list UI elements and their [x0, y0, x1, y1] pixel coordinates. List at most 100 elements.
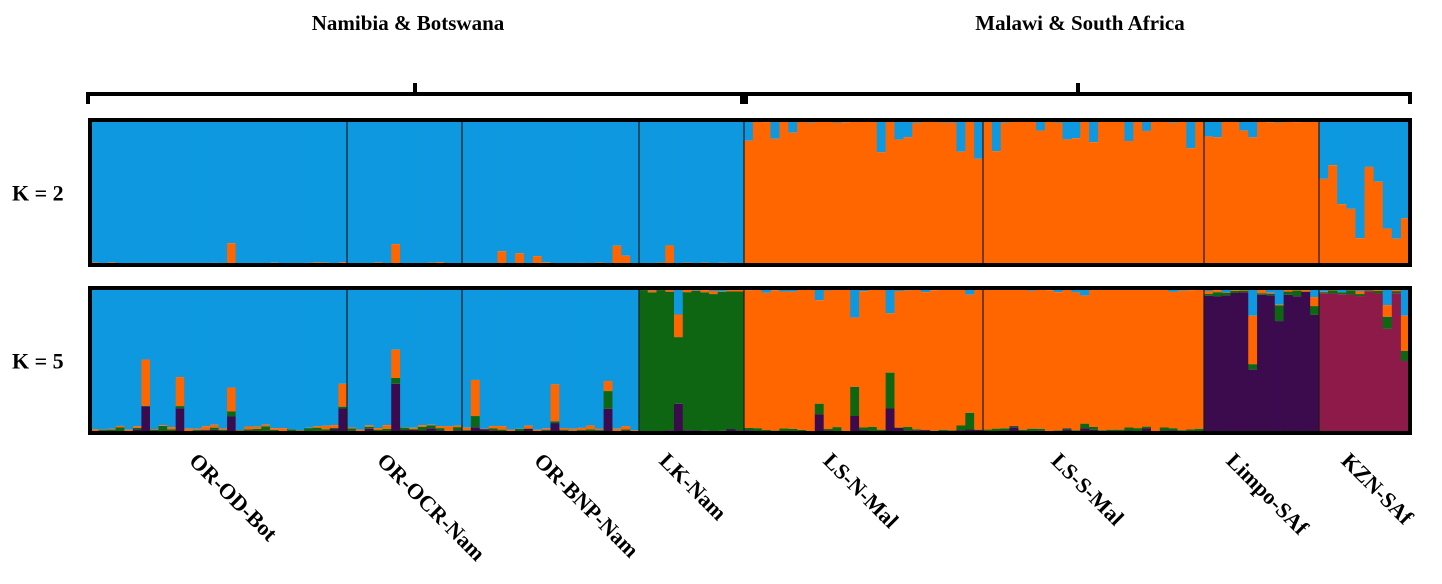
- bar-segment: [192, 120, 202, 264]
- bar-segment: [1186, 290, 1196, 430]
- bar-segment: [814, 403, 825, 415]
- bar-segment: [1204, 294, 1214, 296]
- bar-segment: [269, 120, 280, 263]
- bar-segment: [894, 120, 904, 140]
- bar-segment: [770, 138, 781, 265]
- bar-segment: [568, 428, 578, 431]
- bar-segment: [788, 428, 798, 432]
- bar-segment: [717, 120, 728, 263]
- bar-segment: [814, 414, 825, 433]
- bar-segment: [929, 121, 940, 265]
- bar-segment: [541, 120, 552, 263]
- bar-segment: [974, 158, 984, 265]
- bar-segment: [1080, 423, 1090, 429]
- bar-segment: [382, 428, 392, 432]
- bar-segment: [1400, 315, 1411, 351]
- bar-segment: [435, 120, 445, 263]
- bar-segment: [717, 291, 728, 431]
- bar-segment: [700, 292, 710, 431]
- bar-segment: [867, 289, 878, 427]
- bar-segment: [1159, 427, 1170, 431]
- bar-segment: [453, 288, 463, 426]
- bar-segment: [1373, 293, 1384, 433]
- bar-segment: [621, 255, 631, 265]
- bar-segment: [691, 120, 701, 264]
- bar-segment: [132, 120, 142, 265]
- bar-segment: [1337, 204, 1347, 265]
- bar-segment: [1036, 130, 1046, 265]
- bar-segment: [559, 428, 569, 430]
- bar-segment: [1142, 120, 1152, 131]
- bar-segment: [965, 412, 975, 430]
- bar-segment: [674, 337, 684, 404]
- bar-segment: [329, 427, 340, 430]
- bar-segment: [1080, 120, 1090, 265]
- bar-segment: [244, 288, 254, 427]
- bar-segment: [98, 430, 108, 432]
- bar-segment: [209, 120, 220, 263]
- bar-segment: [1364, 166, 1375, 265]
- bar-segment: [417, 288, 428, 426]
- bar-segment: [1265, 293, 1276, 296]
- bar-segment: [235, 288, 245, 431]
- bar-segment: [304, 288, 314, 428]
- bar-segment: [1204, 120, 1214, 137]
- bar-segment: [550, 421, 560, 424]
- bar-segment: [453, 427, 463, 431]
- bar-segment: [338, 406, 348, 409]
- bar-segment: [304, 428, 314, 433]
- bar-segment: [278, 288, 288, 429]
- bar-segment: [175, 406, 185, 409]
- bar-segment: [149, 288, 160, 429]
- bar-segment: [1089, 427, 1099, 430]
- bar-segment: [805, 289, 816, 432]
- bar-segment: [227, 243, 237, 265]
- bar-segment: [124, 288, 134, 430]
- bar-segment: [1230, 290, 1240, 293]
- bar-segment: [444, 288, 454, 427]
- bar-segment: [682, 120, 693, 263]
- bar-segment: [1373, 289, 1384, 291]
- bar-segment: [1212, 292, 1223, 297]
- bar-segment: [938, 122, 949, 266]
- bar-segment: [269, 428, 280, 430]
- bar-segment: [956, 425, 966, 431]
- bar-segment: [1168, 291, 1179, 429]
- bar-segment: [559, 288, 569, 429]
- bar-segment: [364, 425, 375, 427]
- bar-segment: [408, 427, 419, 430]
- bar-segment: [506, 120, 516, 265]
- bar-segment: [338, 120, 348, 263]
- population-label: OR-OCR-Nam: [372, 448, 490, 566]
- bar-segment: [382, 425, 392, 429]
- bar-segment: [1274, 122, 1285, 265]
- bar-segment: [1248, 137, 1258, 265]
- bar-segment: [1009, 425, 1019, 428]
- bar-segment: [201, 426, 211, 430]
- bar-segment: [132, 427, 142, 430]
- bar-segment: [1053, 122, 1064, 265]
- bar-segment: [426, 424, 437, 426]
- bar-segment: [550, 288, 560, 385]
- bar-segment: [665, 288, 675, 292]
- bar-segment: [1071, 288, 1081, 293]
- bar-segment: [1062, 428, 1072, 430]
- bar-segment: [1133, 121, 1143, 266]
- bar-segment: [1391, 120, 1402, 239]
- bar-segment: [1062, 120, 1072, 140]
- bar-segment: [1257, 290, 1267, 294]
- bar-segment: [149, 429, 160, 432]
- bar-segment: [797, 289, 807, 430]
- bar-segment: [347, 120, 357, 265]
- bar-segment: [1115, 120, 1126, 265]
- bar-segment: [1239, 130, 1249, 265]
- bar-segment: [1310, 297, 1320, 307]
- bar-segment: [814, 120, 825, 265]
- bar-segment: [497, 426, 507, 430]
- bar-segment: [1265, 288, 1276, 293]
- bar-segment: [752, 428, 763, 433]
- bar-segment: [426, 288, 437, 425]
- bar-segment: [1257, 293, 1267, 295]
- bar-segment: [408, 120, 419, 264]
- bar-segment: [1204, 295, 1214, 433]
